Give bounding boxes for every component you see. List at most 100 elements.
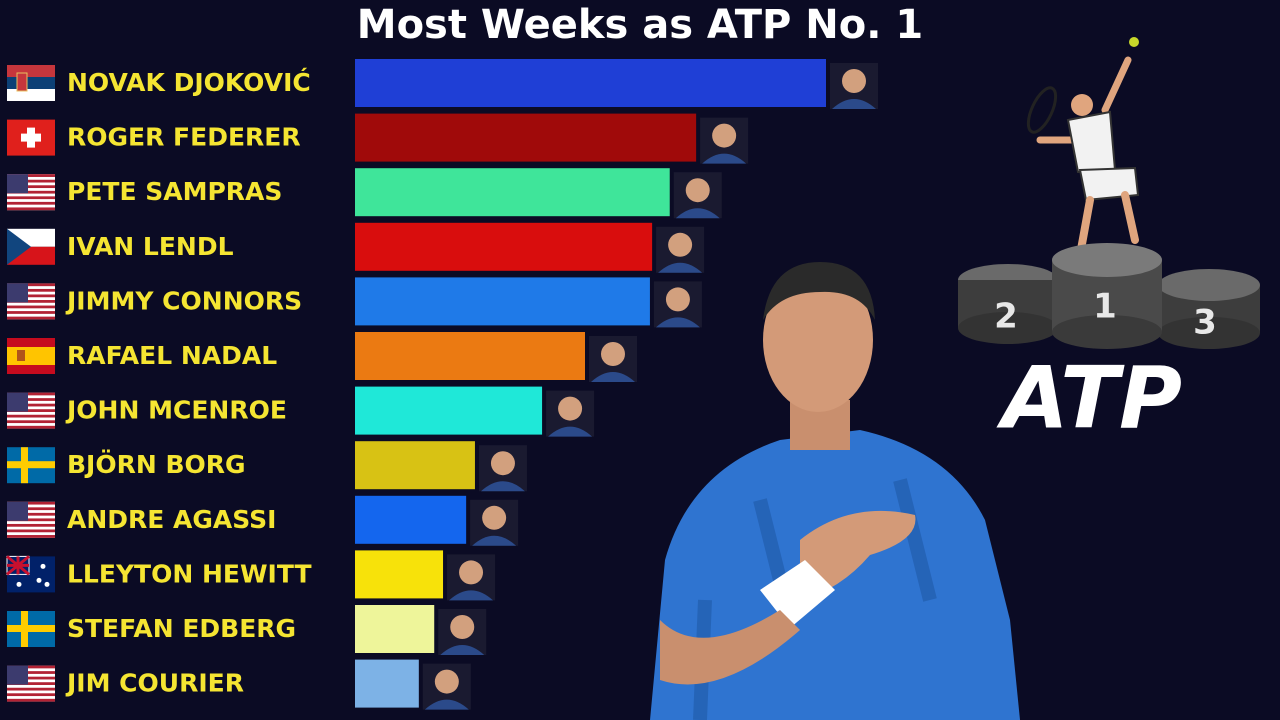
flag-part <box>7 179 55 183</box>
y-tick-label: RAFAEL NADAL <box>67 341 277 370</box>
flag-part <box>7 77 55 89</box>
flag-part <box>7 65 55 77</box>
flag-part <box>7 693 55 697</box>
player-photo <box>650 262 1020 720</box>
player-thumbnail <box>447 554 496 601</box>
thumb-body <box>472 535 517 546</box>
flag-part <box>7 311 55 314</box>
flag-part <box>7 409 55 412</box>
flag-part <box>7 665 55 669</box>
flag-part <box>44 581 50 587</box>
flag-part <box>7 347 55 365</box>
flag-part <box>7 316 55 320</box>
y-tick-label: JOHN MCENROE <box>65 396 287 425</box>
flag-part <box>7 196 55 200</box>
flag-part <box>7 283 55 287</box>
thumb-body <box>590 372 635 382</box>
y-tick-label: NOVAK DJOKOVIĆ <box>67 67 311 97</box>
flag <box>7 228 55 265</box>
flag-part <box>7 174 28 194</box>
chart-title: Most Weeks as ATP No. 1 <box>357 2 923 48</box>
bar <box>355 222 653 271</box>
flag-part <box>17 350 25 361</box>
thumb-head <box>842 69 866 93</box>
flag-part <box>7 518 55 522</box>
flag <box>7 338 55 374</box>
thumb-head <box>668 232 693 257</box>
player-thumbnail <box>653 281 702 328</box>
flag-part <box>7 535 55 538</box>
y-tick-label: ROGER FEDERER <box>67 123 301 152</box>
flag-part <box>7 398 55 401</box>
flag-part <box>7 201 55 205</box>
thumb-body <box>440 645 485 655</box>
flag-part <box>7 665 28 685</box>
flag-part <box>7 501 55 505</box>
player-thumbnail <box>438 609 487 655</box>
player-thumbnail <box>673 172 722 219</box>
flag <box>7 174 55 211</box>
thumb-head <box>665 287 690 312</box>
y-tick-label: IVAN LENDL <box>67 232 234 261</box>
player-thumbnail <box>656 226 705 273</box>
flag-part <box>7 420 55 424</box>
flag-part <box>21 133 41 142</box>
flag-part <box>7 671 55 674</box>
bar <box>355 550 444 599</box>
flag <box>7 65 55 101</box>
bar <box>355 277 650 326</box>
y-tick-label: PETE SAMPRAS <box>67 177 282 206</box>
thumb-head <box>482 505 507 530</box>
flag-part <box>6 555 30 576</box>
player-thumbnail <box>478 445 527 492</box>
flag <box>7 119 55 156</box>
flag-part <box>7 501 28 521</box>
flag <box>7 392 55 429</box>
flag-part <box>7 698 55 702</box>
flag-part <box>7 425 55 429</box>
flag-part <box>7 174 55 177</box>
flag-part <box>16 72 28 92</box>
y-tick-label: LLEYTON HEWITT <box>67 559 312 588</box>
player-thumbnail <box>830 63 878 109</box>
thumb-head <box>450 615 475 639</box>
bar <box>355 386 543 435</box>
thumb-body <box>424 699 469 710</box>
flag-part <box>7 687 55 691</box>
podium-label: 2 <box>994 297 1018 337</box>
flag-part <box>40 563 46 569</box>
flag-part <box>7 461 55 469</box>
flag-part <box>7 523 55 527</box>
flag <box>7 283 55 320</box>
thumb-head <box>685 178 710 203</box>
atp-logo: ATP <box>996 348 1182 448</box>
flag-part <box>7 512 55 516</box>
y-tick-label: ANDRE AGASSI <box>67 505 276 534</box>
flag-part <box>16 581 22 587</box>
flag-part <box>7 305 55 309</box>
thumb-body <box>702 153 747 164</box>
flag-part <box>7 414 55 418</box>
flag-part <box>7 300 55 303</box>
thumb-head <box>434 669 459 694</box>
flag-part <box>7 676 55 680</box>
flag-part <box>7 529 55 533</box>
thumb-head <box>712 123 737 148</box>
bar <box>355 332 585 380</box>
player-thumbnail <box>546 390 595 437</box>
flag-part <box>7 207 55 211</box>
flag-part <box>7 283 28 303</box>
bar <box>355 605 435 653</box>
flag-part <box>7 682 55 685</box>
thumb-body <box>832 99 876 109</box>
flag-part <box>7 392 28 412</box>
bar <box>355 168 670 217</box>
flag-part <box>7 228 31 265</box>
player-thumbnail <box>588 336 637 382</box>
flag-part <box>7 294 55 298</box>
player-thumbnail <box>700 117 749 164</box>
flag-part <box>7 288 55 292</box>
y-tick-label: BJÖRN BORG <box>67 449 246 479</box>
